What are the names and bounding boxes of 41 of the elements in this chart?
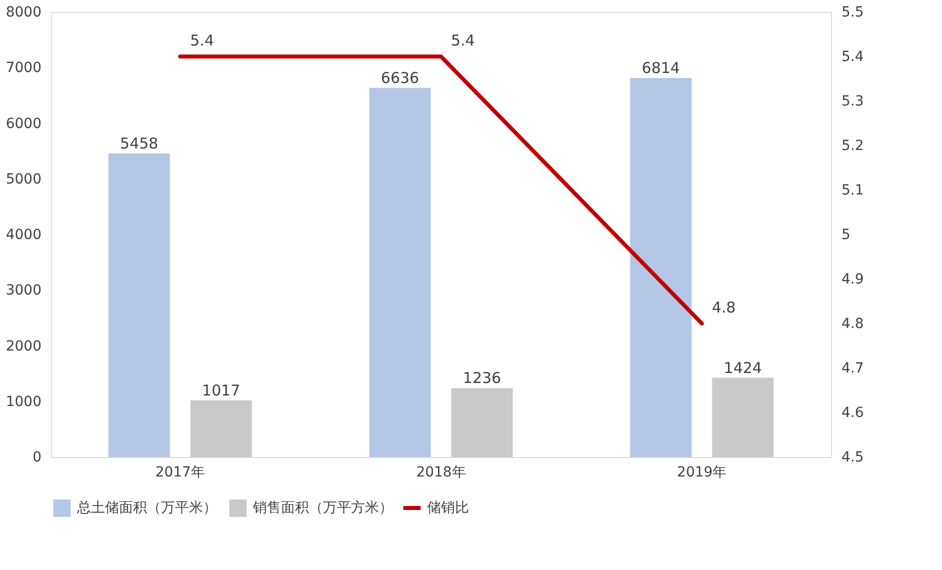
y-tick-label: 8000 <box>6 4 42 20</box>
y2-tick-label: 4.5 <box>842 450 864 466</box>
x-tick-label: 2019年 <box>677 464 727 480</box>
y-tick-label: 6000 <box>6 116 42 132</box>
data-label: 5.4 <box>451 32 475 50</box>
y-tick-label: 5000 <box>6 171 42 188</box>
y2-tick-label: 5.3 <box>842 94 864 110</box>
bar <box>108 153 170 457</box>
y-tick-label: 3000 <box>6 282 42 299</box>
y-tick-label: 0 <box>32 450 42 466</box>
data-label: 4.8 <box>712 298 736 316</box>
y-tick-label: 4000 <box>6 227 42 243</box>
data-label: 1424 <box>724 358 762 377</box>
data-label: 5.4 <box>190 32 214 50</box>
y-tick-label: 7000 <box>6 60 42 76</box>
y2-tick-label: 5.2 <box>842 138 864 154</box>
y2-tick-label: 4.9 <box>842 272 864 288</box>
y2-tick-label: 5.4 <box>842 49 864 65</box>
y2-tick-label: 5.1 <box>842 182 864 198</box>
legend-label: 销售面积（万平方米） <box>252 500 393 516</box>
bar <box>630 78 692 457</box>
y2-tick-label: 4.6 <box>842 405 864 421</box>
y-tick-label: 1000 <box>6 394 42 410</box>
bar <box>190 400 252 457</box>
data-label: 6636 <box>380 68 420 87</box>
legend-label: 总土储面积（万平米） <box>76 500 217 516</box>
data-label: 6814 <box>642 58 680 77</box>
data-label: 5458 <box>120 134 158 152</box>
x-tick-label: 2018年 <box>416 464 466 480</box>
bar <box>369 88 431 457</box>
y2-tick-label: 5.5 <box>842 4 864 20</box>
data-label: 1017 <box>202 381 240 400</box>
y2-tick-label: 4.7 <box>842 360 864 376</box>
bar <box>451 388 513 457</box>
legend-label: 储销比 <box>427 500 469 516</box>
data-label: 1236 <box>462 369 502 388</box>
x-tick-label: 2017年 <box>155 464 205 480</box>
y-tick-label: 2000 <box>6 338 42 354</box>
bar <box>712 378 774 457</box>
y2-tick-label: 4.8 <box>842 316 864 332</box>
y2-tick-label: 5 <box>842 227 850 243</box>
